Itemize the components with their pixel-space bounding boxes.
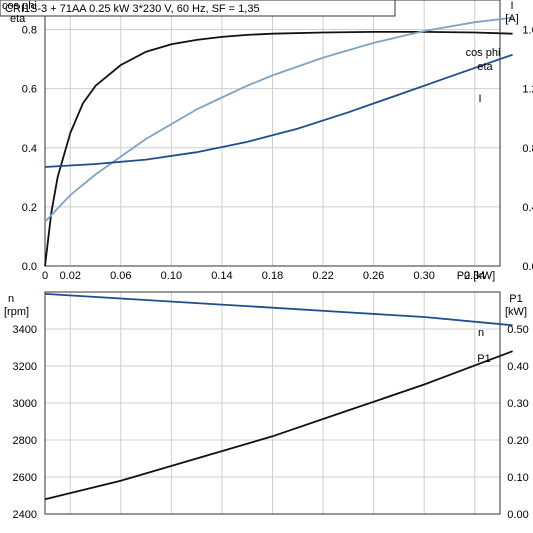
top-ytick-left: 0.4 [22, 143, 37, 155]
top-xtick: 0.02 [60, 270, 81, 282]
top-ytick-right: 0.8 [522, 143, 533, 155]
label-power: P1 [477, 353, 490, 365]
bottom-ylabel-left-1: n [8, 293, 14, 305]
top-ylabel-left-2: eta [10, 13, 26, 25]
top-xtick: 0.34 [464, 270, 485, 282]
bottom-ytick-left: 2400 [13, 509, 37, 521]
top-ytick-right: 1.2 [522, 84, 533, 96]
bottom-ytick-left: 3000 [13, 398, 37, 410]
top-series-i [44, 53, 513, 168]
chart-title: CRI1S-3 + 71AA 0.25 kW 3*230 V, 60 Hz, S… [5, 3, 260, 15]
top-xlabel: P2 [kW] [457, 270, 496, 282]
top-xtick: 0.10 [161, 270, 182, 282]
bottom-ytick-left: 2800 [13, 435, 37, 447]
bottom-ytick-left: 2600 [13, 472, 37, 484]
bottom-ytick-right: 0.30 [507, 398, 528, 410]
bottom-series-p1 [44, 350, 513, 501]
top-xtick: 0.18 [262, 270, 283, 282]
bottom-series-n [44, 293, 513, 327]
bottom-ytick-left: 3400 [13, 324, 37, 336]
top-series-cos-phi [44, 16, 513, 223]
label-current: I [478, 93, 481, 105]
bottom-ytick-right: 0.10 [507, 472, 528, 484]
top-ytick-right: 1.6 [522, 25, 533, 37]
top-series-eta [44, 30, 513, 267]
top-xtick: 0.14 [211, 270, 232, 282]
bottom-ylabel-right-2: [kW] [505, 306, 527, 318]
bottom-ytick-right: 0.00 [507, 509, 528, 521]
top-ytick-left: 0.8 [22, 25, 37, 37]
title-box [0, 0, 396, 17]
top-ytick-left: 0.2 [22, 202, 37, 214]
top-xtick: 0.22 [312, 270, 333, 282]
bottom-ytick-left: 3200 [13, 361, 37, 373]
top-ylabel-left-1: cos phi [2, 0, 37, 12]
bottom-ytick-right: 0.50 [507, 324, 528, 336]
label-eta: eta [477, 61, 493, 73]
top-ytick-left: 0.0 [22, 261, 37, 273]
label-speed: n [478, 327, 484, 339]
bottom-ylabel-right-1: P1 [509, 293, 522, 305]
top-ytick-left: 0.6 [22, 84, 37, 96]
top-xtick: 0.06 [110, 270, 131, 282]
top-xtick: 0.26 [363, 270, 384, 282]
top-ytick-right: 0.0 [522, 261, 533, 273]
bottom-ytick-right: 0.40 [507, 361, 528, 373]
top-xtick: 0.30 [413, 270, 434, 282]
bottom-ylabel-left-2: [rpm] [4, 306, 29, 318]
bottom-ytick-right: 0.20 [507, 435, 528, 447]
top-ylabel-right-2: [A] [505, 13, 518, 25]
top-plot-frame [44, 0, 501, 267]
top-ylabel-right-1: I [510, 0, 513, 12]
top-xtick: 0 [42, 270, 48, 282]
label-cos-phi: cos phi [466, 47, 501, 59]
bottom-plot-frame [44, 291, 501, 515]
top-ytick-right: 0.4 [522, 202, 533, 214]
